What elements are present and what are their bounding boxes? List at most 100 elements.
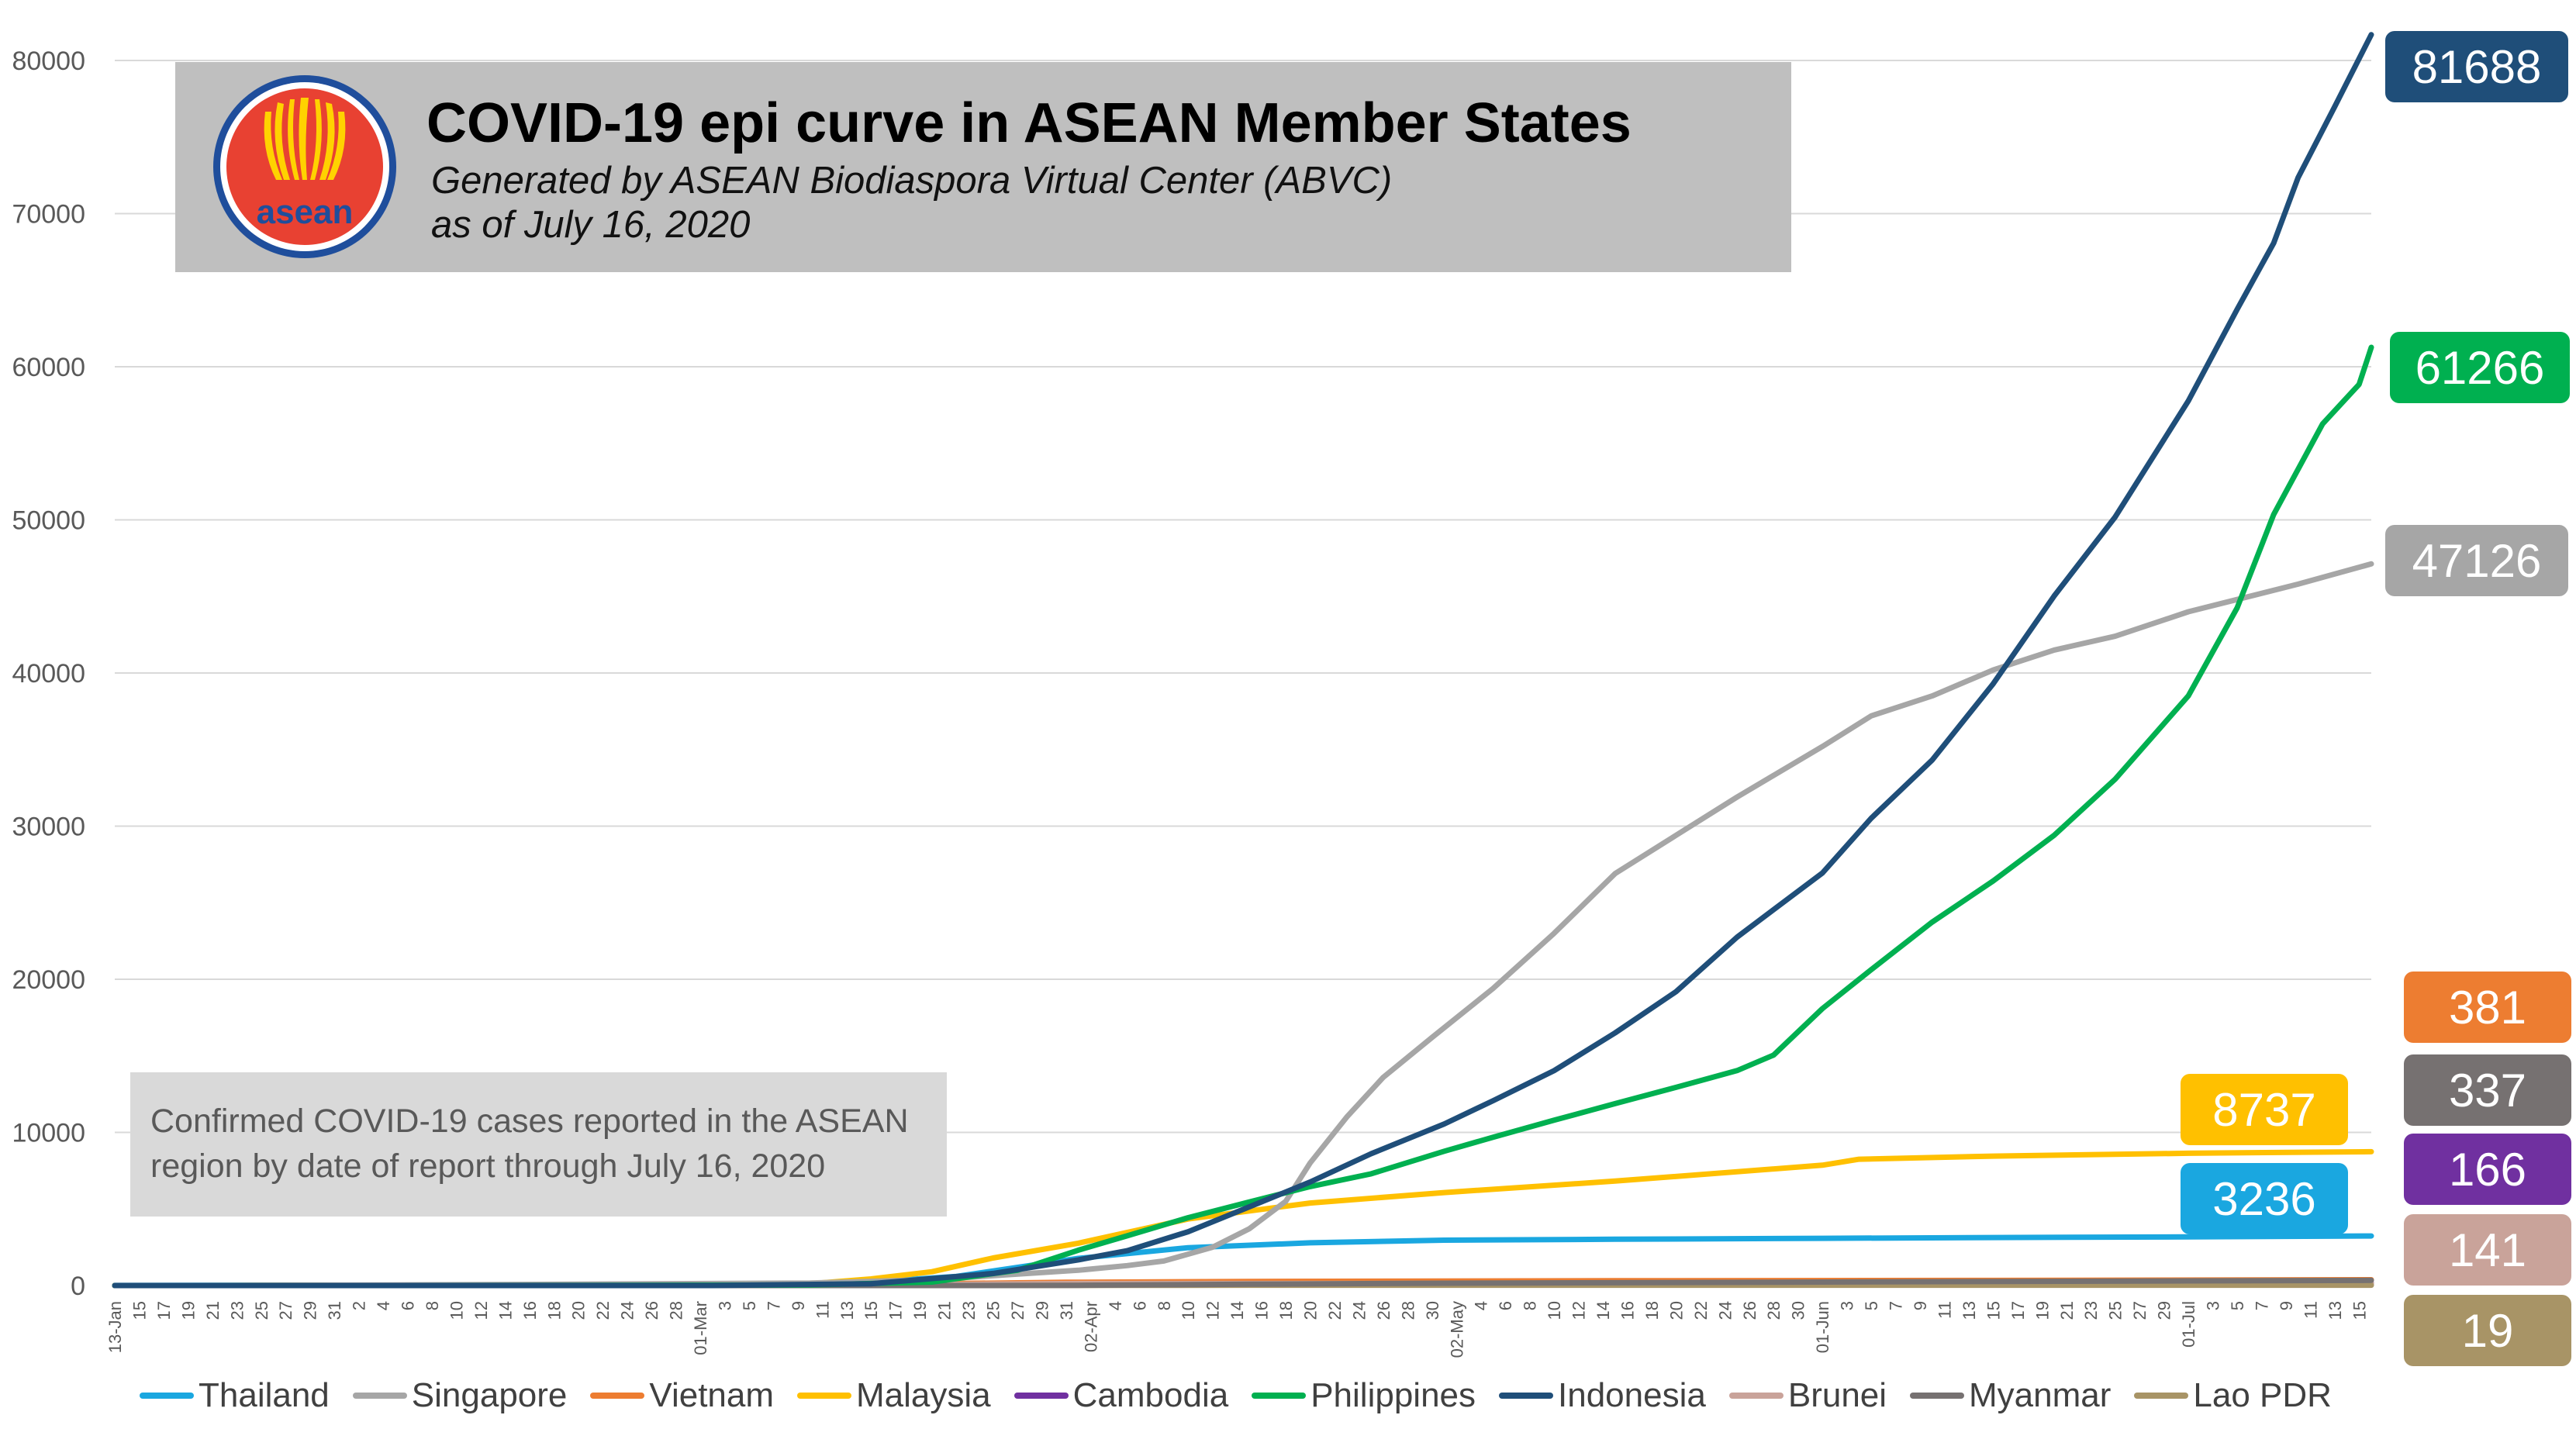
asean-logo: asean xyxy=(209,71,400,262)
x-tick-label: 02-Apr xyxy=(1081,1301,1100,1352)
x-tick-label: 01-Jul xyxy=(2179,1301,2198,1348)
x-tick-label: 24 xyxy=(1349,1301,1369,1320)
x-tick-label: 01-Jun xyxy=(1813,1301,1832,1353)
x-tick-label: 20 xyxy=(1666,1301,1686,1320)
legend-swatch xyxy=(2134,1393,2188,1399)
x-tick-label: 3 xyxy=(1838,1301,1857,1310)
end-label-lao-pdr: 19 xyxy=(2404,1295,2571,1366)
x-tick-label: 11 xyxy=(1935,1301,1954,1319)
y-tick-label: 70000 xyxy=(12,200,85,230)
y-tick-label: 60000 xyxy=(12,353,85,382)
y-tick-label: 50000 xyxy=(12,506,85,536)
y-axis-ticks: 0100002000030000400005000060000700008000… xyxy=(12,47,85,1301)
x-tick-label: 29 xyxy=(1032,1301,1051,1320)
x-tick-label: 14 xyxy=(496,1301,515,1320)
x-tick-label: 22 xyxy=(593,1301,613,1320)
legend-label: Indonesia xyxy=(1558,1376,1706,1415)
x-tick-label: 30 xyxy=(1423,1301,1442,1320)
legend-swatch xyxy=(1014,1393,1069,1399)
y-tick-label: 80000 xyxy=(12,47,85,76)
x-tick-label: 16 xyxy=(1618,1301,1637,1320)
legend-item: Myanmar xyxy=(1910,1376,2111,1415)
legend-swatch xyxy=(140,1393,194,1399)
x-tick-label: 26 xyxy=(642,1301,661,1320)
legend-item: Cambodia xyxy=(1014,1376,1229,1415)
x-tick-label: 8 xyxy=(1155,1301,1174,1310)
legend-swatch xyxy=(353,1393,407,1399)
x-tick-label: 15 xyxy=(1984,1301,2003,1320)
x-tick-label: 19 xyxy=(2032,1301,2052,1320)
x-tick-label: 27 xyxy=(276,1301,295,1320)
x-tick-label: 15 xyxy=(2350,1301,2369,1320)
x-tick-label: 14 xyxy=(1228,1301,1247,1320)
x-tick-label: 18 xyxy=(1642,1301,1662,1320)
y-tick-label: 20000 xyxy=(12,965,85,995)
x-tick-label: 11 xyxy=(813,1301,832,1319)
x-tick-label: 21 xyxy=(935,1301,955,1320)
note-box xyxy=(130,1072,947,1217)
x-tick-label: 29 xyxy=(2155,1301,2174,1320)
legend-label: Malaysia xyxy=(856,1376,991,1415)
chart-title: COVID-19 epi curve in ASEAN Member State… xyxy=(426,91,1632,155)
x-tick-label: 26 xyxy=(1740,1301,1759,1320)
x-tick-label: 17 xyxy=(2008,1301,2028,1320)
x-tick-label: 15 xyxy=(129,1301,149,1320)
end-label-philippines: 61266 xyxy=(2390,332,2570,403)
legend-item: Singapore xyxy=(353,1376,568,1415)
x-tick-label: 12 xyxy=(1203,1301,1223,1320)
legend-swatch xyxy=(1910,1393,1964,1399)
x-tick-label: 18 xyxy=(1276,1301,1296,1320)
legend-item: Lao PDR xyxy=(2134,1376,2332,1415)
x-tick-label: 25 xyxy=(252,1301,271,1320)
x-tick-label: 16 xyxy=(520,1301,540,1320)
legend-label: Philippines xyxy=(1310,1376,1476,1415)
legend-swatch xyxy=(1499,1393,1553,1399)
x-tick-label: 6 xyxy=(399,1301,418,1310)
note-line-1: Confirmed COVID-19 cases reported in the… xyxy=(150,1103,909,1141)
legend-swatch xyxy=(1729,1393,1784,1399)
x-tick-label: 26 xyxy=(1374,1301,1393,1320)
x-tick-label: 21 xyxy=(2057,1301,2077,1320)
x-tick-label: 28 xyxy=(1398,1301,1417,1320)
x-tick-label: 7 xyxy=(764,1301,783,1310)
x-tick-label: 6 xyxy=(1496,1301,1515,1310)
legend-item: Brunei xyxy=(1729,1376,1887,1415)
x-tick-label: 30 xyxy=(1789,1301,1808,1320)
end-label-myanmar: 337 xyxy=(2404,1054,2571,1126)
note-line-2: region by date of report through July 16… xyxy=(150,1148,825,1186)
x-tick-label: 19 xyxy=(910,1301,930,1320)
x-tick-label: 31 xyxy=(1057,1301,1076,1320)
x-tick-label: 28 xyxy=(1764,1301,1784,1320)
x-tick-label: 23 xyxy=(2081,1301,2101,1320)
x-tick-label: 20 xyxy=(569,1301,589,1320)
legend-label: Brunei xyxy=(1788,1376,1887,1415)
x-tick-label: 4 xyxy=(374,1301,393,1310)
legend-label: Myanmar xyxy=(1969,1376,2111,1415)
x-tick-label: 13 xyxy=(2326,1301,2345,1320)
legend-label: Thailand xyxy=(199,1376,330,1415)
legend-label: Cambodia xyxy=(1073,1376,1229,1415)
legend-swatch xyxy=(1252,1393,1306,1399)
end-label-cambodia: 166 xyxy=(2404,1134,2571,1205)
x-tick-label: 29 xyxy=(301,1301,320,1320)
x-tick-label: 01-Mar xyxy=(691,1301,710,1355)
x-tick-label: 4 xyxy=(1106,1301,1125,1310)
end-label-indonesia: 81688 xyxy=(2385,31,2568,102)
x-tick-label: 31 xyxy=(325,1301,344,1320)
x-tick-label: 2 xyxy=(350,1301,369,1310)
y-tick-label: 0 xyxy=(71,1272,85,1301)
x-tick-label: 22 xyxy=(1691,1301,1711,1320)
legend-item: Philippines xyxy=(1252,1376,1476,1415)
x-tick-label: 10 xyxy=(447,1301,466,1320)
legend-item: Thailand xyxy=(140,1376,330,1415)
y-tick-label: 40000 xyxy=(12,659,85,689)
legend-label: Singapore xyxy=(412,1376,568,1415)
x-tick-label: 23 xyxy=(227,1301,247,1320)
legend-item: Indonesia xyxy=(1499,1376,1706,1415)
x-tick-label: 12 xyxy=(1569,1301,1589,1320)
x-tick-label: 24 xyxy=(618,1301,637,1320)
x-tick-label: 19 xyxy=(178,1301,198,1320)
